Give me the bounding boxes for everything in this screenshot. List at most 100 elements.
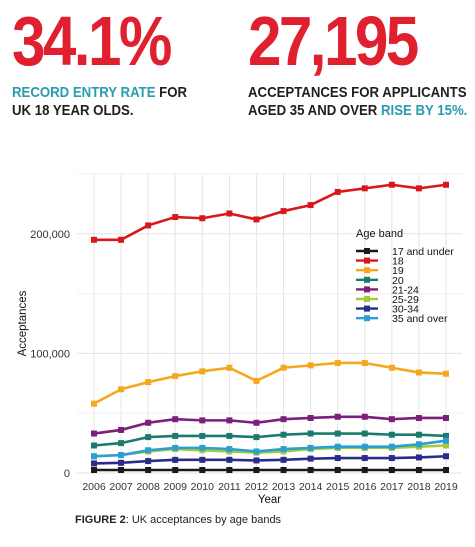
data-point xyxy=(415,369,422,376)
data-point xyxy=(280,208,287,215)
data-point xyxy=(145,222,152,229)
series-30-34 xyxy=(91,453,449,467)
legend-swatch-marker xyxy=(364,315,370,322)
legend-label: 20 xyxy=(392,275,404,287)
x-tick-label: 2006 xyxy=(82,481,106,493)
data-point xyxy=(443,453,449,460)
data-point xyxy=(334,413,341,420)
x-tick-label: 2010 xyxy=(191,481,215,493)
legend-swatch-marker xyxy=(364,276,370,283)
acceptances-line-chart: 0 100,000 200,000 2006 2007 2008 2009 2010 2011 2… xyxy=(17,173,462,506)
x-tick-label: 2018 xyxy=(407,481,431,493)
data-point xyxy=(388,455,395,462)
data-point xyxy=(307,430,314,437)
data-point xyxy=(199,417,206,424)
legend-item: 21-24 xyxy=(356,284,419,296)
data-point xyxy=(415,431,422,438)
legend-label: 30-34 xyxy=(392,304,419,316)
x-tick-label: 2007 xyxy=(109,481,133,493)
data-point xyxy=(226,364,233,371)
data-point xyxy=(415,414,422,421)
legend: Age band 17 and under18192021-2425-2930-3… xyxy=(356,228,454,325)
data-point xyxy=(443,442,449,449)
x-tick-label: 2013 xyxy=(272,481,296,493)
data-point xyxy=(388,364,395,371)
y-tick-label: 0 xyxy=(64,468,70,480)
data-point xyxy=(253,216,260,223)
legend-swatch-marker xyxy=(364,267,370,274)
data-point xyxy=(172,456,179,463)
data-point xyxy=(145,458,152,465)
data-point xyxy=(145,379,152,386)
legend-label: 17 and under xyxy=(392,246,454,258)
legend-item: 19 xyxy=(356,265,404,277)
data-point xyxy=(307,467,314,474)
legend-item: 18 xyxy=(356,256,404,268)
data-point xyxy=(253,419,260,426)
data-point xyxy=(226,467,233,474)
data-point xyxy=(91,430,97,437)
legend-label: 25-29 xyxy=(392,294,419,306)
data-point xyxy=(388,431,395,438)
legend-item: 17 and under xyxy=(356,246,454,258)
data-point xyxy=(361,443,368,450)
data-point xyxy=(199,444,206,451)
data-point xyxy=(334,467,341,474)
data-point xyxy=(253,457,260,464)
figure-caption-text: : UK acceptances by age bands xyxy=(125,514,282,526)
y-tick-label: 200,000 xyxy=(30,229,70,241)
series-35-and-over xyxy=(91,437,449,460)
series-17-and-under xyxy=(91,467,449,474)
legend-item: 35 and over xyxy=(356,313,448,325)
x-tick-label: 2014 xyxy=(299,481,323,493)
data-point xyxy=(172,432,179,439)
data-point xyxy=(253,467,260,474)
data-point xyxy=(253,448,260,455)
data-point xyxy=(145,419,152,426)
x-tick-label: 2016 xyxy=(353,481,377,493)
data-point xyxy=(307,455,314,462)
data-point xyxy=(415,467,422,474)
legend-item: 30-34 xyxy=(356,304,419,316)
data-point xyxy=(443,414,449,421)
data-point xyxy=(145,447,152,454)
data-point xyxy=(361,455,368,462)
data-point xyxy=(280,456,287,463)
data-point xyxy=(226,446,233,453)
data-point xyxy=(307,362,314,369)
stat-entry-rate-highlight: RECORD ENTRY RATE xyxy=(12,84,156,101)
data-point xyxy=(172,444,179,451)
legend-swatch-marker xyxy=(364,248,370,254)
data-point xyxy=(443,437,449,444)
data-point xyxy=(172,373,179,380)
legend-swatch-marker xyxy=(364,286,370,293)
data-point xyxy=(199,456,206,463)
figure-caption-label: FIGURE 2 xyxy=(75,514,126,526)
stat-entry-rate-line1-rest: FOR xyxy=(155,84,188,101)
data-point xyxy=(415,454,422,461)
x-tick-label: 2019 xyxy=(434,481,458,493)
legend-label: 19 xyxy=(392,265,404,277)
data-point xyxy=(199,467,206,474)
data-point xyxy=(118,440,125,447)
data-point xyxy=(443,370,449,377)
stat-entry-rate-line2: UK 18 YEAR OLDS. xyxy=(12,102,134,119)
data-point xyxy=(199,368,206,375)
data-point xyxy=(118,236,125,243)
data-point xyxy=(91,400,97,407)
data-point xyxy=(118,459,125,466)
data-point xyxy=(280,446,287,453)
stat-acceptances-line2-prefix: AGED 35 AND OVER xyxy=(248,102,382,119)
data-point xyxy=(199,215,206,222)
stat-entry-rate: 34.1% RECORD ENTRY RATE FOR UK 18 YEAR O… xyxy=(12,6,227,120)
data-point xyxy=(307,444,314,451)
stat-entry-rate-number: 34.1% xyxy=(12,2,172,80)
legend-item: 20 xyxy=(356,275,404,287)
series-19 xyxy=(91,359,449,407)
data-point xyxy=(334,430,341,437)
data-point xyxy=(280,431,287,438)
x-tick-label: 2015 xyxy=(326,481,350,493)
figure-caption: FIGURE 2: UK acceptances by age bands xyxy=(75,514,281,526)
y-axis-title: Acceptances xyxy=(17,290,29,356)
data-point xyxy=(361,185,368,192)
